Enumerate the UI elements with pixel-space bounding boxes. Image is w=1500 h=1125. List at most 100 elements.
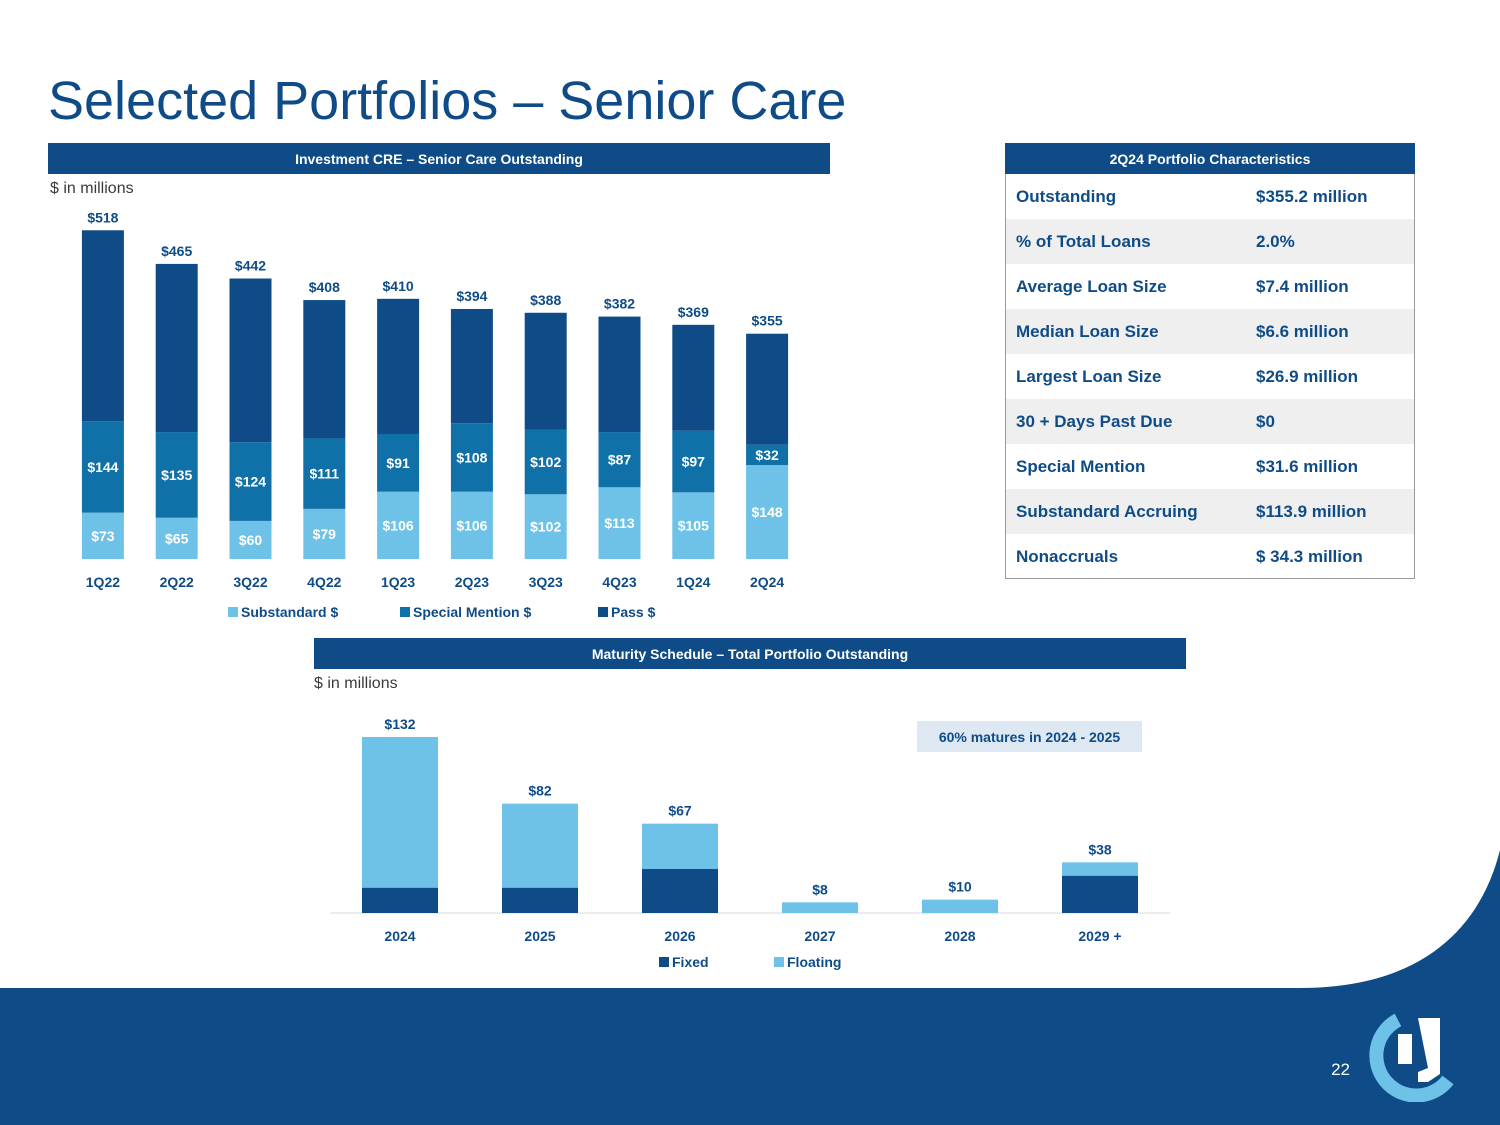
row-label: Nonaccruals [1016, 546, 1119, 566]
bar-special-mention [598, 432, 641, 488]
page-title: Selected Portfolios – Senior Care [48, 71, 847, 131]
maturity-chart-header: Maturity Schedule – Total Portfolio Outs… [314, 638, 1186, 669]
bar-fixed [642, 869, 718, 913]
bar-pass [81, 230, 124, 422]
row-label: Substandard Accruing [1016, 501, 1198, 521]
segment-data-label: $148 [752, 504, 783, 520]
bar-substandard [303, 508, 346, 559]
bar-floating [782, 902, 858, 913]
bar-special-mention [524, 429, 567, 495]
segment-data-label: $91 [386, 455, 410, 471]
bar-substandard [377, 491, 420, 559]
legend-swatch [598, 607, 608, 617]
legend-label: Floating [787, 954, 841, 970]
segment-data-label: $102 [530, 454, 561, 470]
bar-substandard [155, 517, 198, 559]
legend-label: Substandard $ [241, 604, 338, 620]
bar-pass [155, 263, 198, 433]
total-data-label: $355 [752, 313, 783, 329]
table-row: Largest Loan Size $26.9 million [1006, 354, 1414, 399]
bar-floating [362, 737, 438, 888]
segment-data-label: $79 [313, 526, 337, 542]
total-data-label: $38 [1088, 841, 1112, 857]
segment-data-label: $108 [456, 449, 487, 465]
segment-data-label: $135 [161, 467, 192, 483]
left-chart-units: $ in millions [50, 180, 134, 197]
total-data-label: $518 [87, 209, 118, 225]
segment-data-label: $106 [383, 517, 414, 533]
legend-label: Special Mention $ [413, 604, 531, 620]
row-label: Special Mention [1016, 456, 1146, 476]
table-row: % of Total Loans 2.0% [1006, 219, 1414, 264]
segment-data-label: $111 [309, 466, 339, 482]
bar-pass [377, 298, 420, 434]
x-tick-label: 2027 [804, 928, 835, 944]
table-row: 30 + Days Past Due $0 [1006, 399, 1414, 444]
segment-data-label: $144 [87, 459, 118, 475]
row-value: $7.4 million [1256, 276, 1349, 296]
bar-special-mention [672, 430, 715, 493]
senior-care-outstanding-chart: $73 $144 $518 1Q22 $65 $135 $465 2Q22 $60 $124 $44… [81, 209, 789, 620]
row-value: $0 [1256, 411, 1275, 431]
bar-special-mention [303, 438, 346, 509]
total-data-label: $369 [678, 304, 709, 320]
x-tick-label: 3Q23 [529, 574, 563, 590]
total-data-label: $442 [235, 258, 266, 274]
bar-substandard [598, 487, 641, 559]
segment-data-label: $105 [678, 518, 709, 534]
portfolio-characteristics-table: Outstanding $355.2 million % of Total Loa… [1005, 174, 1415, 579]
legend-swatch [400, 607, 410, 617]
legend-swatch [659, 957, 669, 967]
total-data-label: $382 [604, 296, 635, 312]
x-tick-label: 2026 [664, 928, 695, 944]
bar-fixed [1062, 875, 1138, 913]
x-tick-label: 2029 + [1078, 928, 1121, 944]
page-number: 22 [1331, 1060, 1350, 1079]
table-header: 2Q24 Portfolio Characteristics [1005, 143, 1415, 174]
x-tick-label: 4Q23 [602, 574, 636, 590]
segment-data-label: $32 [755, 447, 779, 463]
segment-data-label: $60 [239, 532, 263, 548]
bar-floating [642, 823, 718, 869]
x-tick-label: 2028 [944, 928, 975, 944]
total-data-label: $132 [384, 716, 415, 732]
row-value: $ 34.3 million [1256, 546, 1363, 566]
segment-data-label: $124 [235, 474, 266, 490]
legend-label: Fixed [672, 954, 709, 970]
bar-pass [746, 333, 789, 445]
bar-substandard [672, 492, 715, 559]
maturity-callout: 60% matures in 2024 - 2025 [917, 721, 1142, 752]
segment-data-label: $73 [91, 528, 115, 544]
bar-substandard [229, 520, 272, 559]
x-tick-label: 2Q24 [750, 574, 784, 590]
total-data-label: $394 [456, 288, 487, 304]
bar-substandard [746, 465, 789, 559]
segment-data-label: $102 [530, 519, 561, 535]
x-tick-label: 2024 [384, 928, 415, 944]
total-data-label: $10 [948, 879, 972, 895]
total-data-label: $410 [383, 278, 414, 294]
bar-pass [450, 308, 493, 424]
total-data-label: $465 [161, 243, 192, 259]
bar-special-mention [450, 423, 493, 492]
row-value: $31.6 million [1256, 456, 1359, 476]
x-tick-label: 1Q22 [86, 574, 120, 590]
row-value: $6.6 million [1256, 321, 1349, 341]
bar-substandard [450, 491, 493, 559]
row-label: Largest Loan Size [1016, 366, 1162, 386]
bar-pass [303, 300, 346, 439]
bar-floating [502, 803, 578, 888]
footer-band [0, 850, 1500, 1125]
table-row: Median Loan Size $6.6 million [1006, 309, 1414, 354]
x-tick-label: 2Q22 [160, 574, 194, 590]
bar-pass [672, 324, 715, 431]
bar-special-mention [746, 444, 789, 466]
maturity-chart-units: $ in millions [314, 675, 398, 692]
bar-fixed [362, 887, 438, 913]
row-value: $113.9 million [1256, 501, 1367, 521]
bar-special-mention [229, 442, 272, 521]
bar-special-mention [155, 432, 198, 518]
table-row: Outstanding $355.2 million [1006, 174, 1414, 219]
x-tick-label: 1Q23 [381, 574, 415, 590]
legend-swatch [228, 607, 238, 617]
